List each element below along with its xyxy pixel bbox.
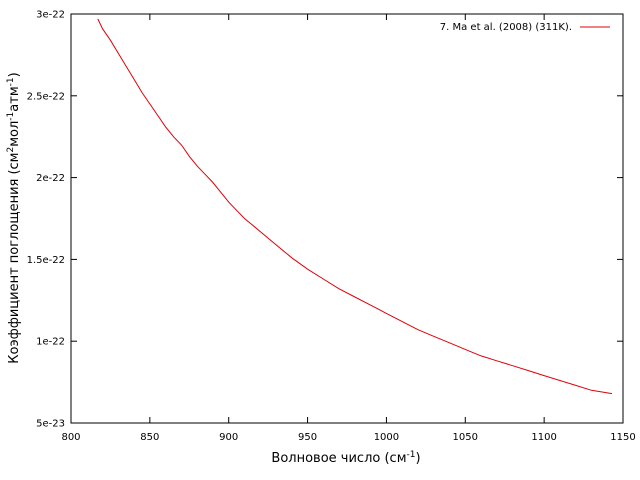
- series-point: [528, 370, 529, 371]
- series-line-0: [97, 18, 613, 395]
- x-tick-label: 850: [140, 432, 159, 443]
- series-point: [496, 360, 497, 361]
- series-point: [465, 349, 466, 350]
- x-tick-label: 1100: [531, 432, 556, 443]
- series-point: [197, 166, 198, 167]
- x-tick-label: 900: [219, 432, 238, 443]
- series-point: [102, 28, 103, 29]
- x-axis-label: Волновое число (см-1): [271, 450, 420, 466]
- y-tick-label: 2e-22: [36, 173, 65, 184]
- series-point: [220, 192, 221, 193]
- y-axis-ticks: 5e-23 1e-22 1.5e-22 2e-22 2.5e-22 3e-22: [27, 10, 623, 430]
- series-point: [339, 288, 340, 289]
- series-point: [205, 174, 206, 175]
- series-point: [260, 231, 261, 232]
- y-axis-label-sup-2: 2: [6, 147, 16, 153]
- series-point: [354, 296, 355, 297]
- series-point: [244, 218, 245, 219]
- x-axis-label-main: Волновое число (см: [271, 451, 406, 466]
- y-tick-label: 5e-23: [36, 419, 65, 430]
- series-point: [512, 365, 513, 366]
- series-point: [275, 244, 276, 245]
- legend: 7. Ma et al. (2008) (311K).: [440, 22, 610, 33]
- x-tick-label: 800: [61, 432, 80, 443]
- series-point: [110, 40, 111, 41]
- series-point: [97, 18, 98, 19]
- series-point: [449, 342, 450, 343]
- legend-label: 7. Ma et al. (2008) (311K).: [440, 22, 572, 33]
- series-layer: [97, 18, 613, 395]
- y-axis-label-atm: атм: [7, 86, 22, 111]
- y-tick-label: 1.5e-22: [27, 255, 65, 266]
- series-point: [126, 66, 127, 67]
- y-axis-label: Коэффициент поглощения (см2мол-1атм-1): [6, 72, 22, 363]
- series-point: [544, 375, 545, 376]
- series-point: [370, 305, 371, 306]
- series-point: [165, 126, 166, 127]
- series-point: [118, 53, 119, 54]
- series-point: [141, 92, 142, 93]
- series-point: [417, 329, 418, 330]
- y-tick-label: 1e-22: [36, 337, 65, 348]
- x-axis-label-tail: ): [415, 451, 420, 466]
- series-point: [212, 182, 213, 183]
- series-point: [611, 393, 612, 394]
- x-axis-label-sup: -1: [407, 450, 416, 460]
- series-point: [433, 336, 434, 337]
- x-tick-label: 1050: [453, 432, 478, 443]
- plot-frame: [70, 13, 624, 424]
- series-point: [236, 210, 237, 211]
- y-axis-label-sup-atm: -1: [6, 77, 16, 86]
- series-point: [134, 79, 135, 80]
- series-point: [228, 202, 229, 203]
- x-tick-label: 1150: [610, 432, 635, 443]
- series-point: [307, 269, 308, 270]
- series-point: [181, 144, 182, 145]
- x-tick-label: 1000: [374, 432, 399, 443]
- series-point: [149, 103, 150, 104]
- y-axis-label-main: Коэффициент поглощения (см: [7, 153, 22, 364]
- series-point: [323, 278, 324, 279]
- y-axis-label-sup-mol: -1: [6, 112, 16, 121]
- y-axis-label-close: ): [7, 72, 22, 77]
- x-tick-label: 950: [298, 432, 317, 443]
- series-point: [559, 380, 560, 381]
- series-point: [575, 385, 576, 386]
- y-tick-label: 3e-22: [36, 10, 65, 21]
- series-point: [173, 136, 174, 137]
- series-point: [591, 390, 592, 391]
- series-point: [189, 156, 190, 157]
- y-axis-label-mol: мол: [7, 121, 22, 147]
- x-axis-ticks: 800 850 900 950 1000 1050 1100 1150: [61, 14, 636, 443]
- series-point: [157, 115, 158, 116]
- series-point: [252, 224, 253, 225]
- series-point: [386, 313, 387, 314]
- series-point: [481, 355, 482, 356]
- series-point: [402, 321, 403, 322]
- y-tick-label: 2.5e-22: [27, 91, 65, 102]
- series-point: [291, 257, 292, 258]
